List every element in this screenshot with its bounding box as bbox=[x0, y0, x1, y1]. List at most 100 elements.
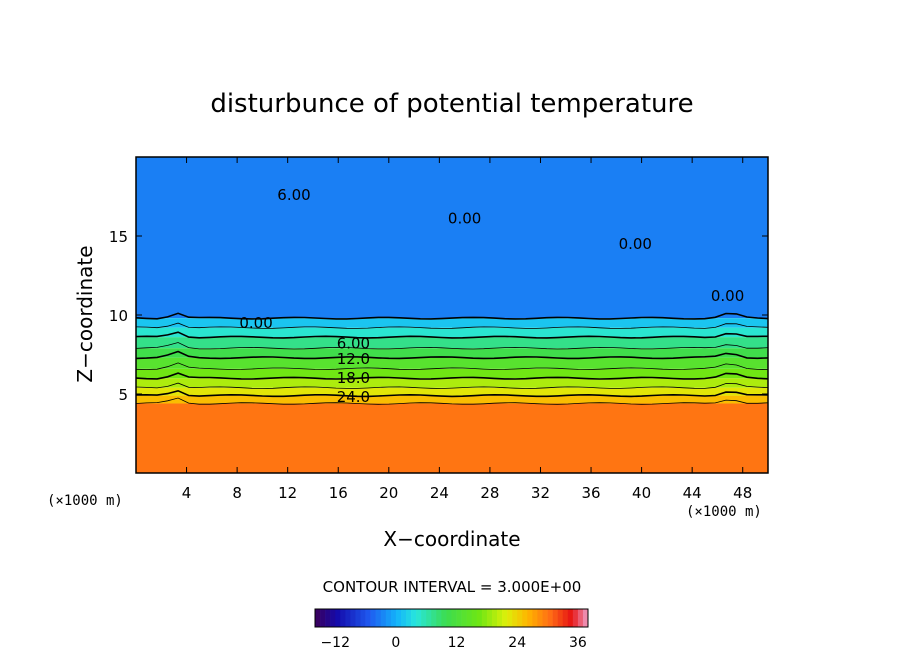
x-tick-label: 8 bbox=[232, 484, 242, 502]
colorbar-cell bbox=[461, 609, 467, 627]
x-tick-label: 12 bbox=[278, 484, 297, 502]
contour-line bbox=[135, 382, 769, 389]
colorbar-cell bbox=[446, 609, 452, 627]
colorbar-cell bbox=[355, 609, 361, 627]
x-tick-label: 20 bbox=[379, 484, 398, 502]
contour-line bbox=[135, 331, 769, 339]
colorbar-cell bbox=[365, 609, 371, 627]
contour-label: 6.00 bbox=[277, 186, 310, 204]
colorbar-cell bbox=[456, 609, 462, 627]
contour-line bbox=[135, 322, 769, 329]
colorbar-cell bbox=[497, 609, 503, 627]
colorbar-frame bbox=[314, 608, 589, 628]
warm-region bbox=[136, 403, 768, 473]
colorbar-cell bbox=[577, 609, 584, 627]
colorbar-tick-label: 12 bbox=[448, 635, 466, 651]
y-tick-label: 15 bbox=[109, 228, 128, 246]
contour-interval-label: CONTOUR INTERVAL = 3.000E+00 bbox=[323, 578, 582, 596]
colorbar-cell bbox=[315, 609, 321, 627]
contour-label: 0.00 bbox=[619, 235, 652, 253]
contour-line bbox=[135, 362, 769, 370]
colorbar-cell bbox=[582, 609, 589, 627]
colorbar-cell bbox=[552, 609, 558, 627]
colorbar-cell bbox=[416, 609, 422, 627]
colorbar-cell bbox=[320, 609, 326, 627]
colorbar-cell bbox=[431, 609, 437, 627]
contour-line bbox=[135, 342, 769, 350]
colorbar-cell bbox=[471, 609, 478, 627]
x-tick-label: 44 bbox=[683, 484, 702, 502]
colorbar-tick-label: 24 bbox=[508, 635, 526, 651]
colorbar-cell bbox=[466, 609, 473, 627]
x-tick-label: 28 bbox=[480, 484, 499, 502]
colorbar-cell bbox=[411, 609, 417, 627]
colorbar-cell bbox=[380, 609, 387, 627]
y-tick-label: 5 bbox=[118, 386, 128, 404]
color-band bbox=[136, 337, 768, 349]
contour-line bbox=[135, 372, 769, 380]
contour-line bbox=[135, 312, 769, 320]
y-axis-unit: (×1000 m) bbox=[47, 493, 123, 509]
colorbar-tick-label: 36 bbox=[569, 635, 587, 651]
x-tick-label: 4 bbox=[182, 484, 192, 502]
contour-label: 18.0 bbox=[337, 369, 370, 387]
color-band bbox=[136, 318, 768, 328]
contour-label: 0.00 bbox=[448, 210, 481, 228]
color-band bbox=[136, 387, 768, 396]
colorbar-cell bbox=[486, 609, 493, 627]
colorbar-cell bbox=[527, 609, 533, 627]
colorbar-cell bbox=[476, 609, 483, 627]
colorbar-cell bbox=[421, 609, 427, 627]
contour-label: 24.0 bbox=[337, 388, 370, 406]
contour-label: 0.00 bbox=[239, 314, 272, 332]
colorbar-cell bbox=[325, 609, 331, 627]
y-axis-label: Z−coordinate bbox=[73, 245, 97, 382]
colorbar-cell bbox=[481, 609, 488, 627]
color-band bbox=[136, 327, 768, 338]
colorbar-cell bbox=[517, 609, 523, 627]
colorbar-cell bbox=[426, 609, 432, 627]
x-tick-label: 48 bbox=[733, 484, 752, 502]
x-tick-label: 16 bbox=[329, 484, 348, 502]
x-axis-label: X−coordinate bbox=[383, 527, 520, 551]
colorbar-cell bbox=[406, 609, 412, 627]
colorbar-cell bbox=[375, 609, 382, 627]
colorbar-cell bbox=[370, 609, 376, 627]
colorbar-tick-label: 0 bbox=[391, 635, 400, 651]
colorbar-cell bbox=[532, 609, 538, 627]
colorbar-cell bbox=[502, 609, 508, 627]
contour-label: 0.00 bbox=[711, 287, 744, 305]
colorbar-cell bbox=[451, 609, 457, 627]
colorbar-cell bbox=[557, 609, 564, 627]
y-tick-label: 10 bbox=[109, 307, 128, 325]
colorbar-cell bbox=[436, 609, 442, 627]
colorbar-cell bbox=[542, 609, 548, 627]
chart-title: disturbunce of potential temperature bbox=[210, 89, 693, 119]
colorbar-cell bbox=[507, 609, 513, 627]
x-axis-unit: (×1000 m) bbox=[686, 504, 762, 520]
color-band bbox=[136, 378, 768, 388]
color-band bbox=[136, 368, 768, 379]
contour-line bbox=[135, 397, 769, 405]
cool-region bbox=[136, 157, 768, 319]
color-band bbox=[136, 357, 768, 369]
colorbar-cell bbox=[562, 609, 569, 627]
colorbar-cell bbox=[360, 609, 366, 627]
colorbar-tick-label: −12 bbox=[320, 635, 350, 651]
color-band bbox=[136, 395, 768, 404]
colorbar-cell bbox=[537, 609, 543, 627]
colorbar-cell bbox=[330, 609, 336, 627]
x-tick-label: 36 bbox=[581, 484, 600, 502]
colorbar-cell bbox=[390, 609, 397, 627]
colorbar-cell bbox=[512, 609, 518, 627]
colorbar-cell bbox=[345, 609, 351, 627]
x-tick-label: 24 bbox=[430, 484, 449, 502]
colorbar-cell bbox=[491, 609, 498, 627]
colorbar-cell bbox=[572, 609, 579, 627]
contour-label: 12.0 bbox=[337, 350, 370, 368]
colorbar-cell bbox=[340, 609, 346, 627]
colorbar-cell bbox=[400, 609, 407, 627]
